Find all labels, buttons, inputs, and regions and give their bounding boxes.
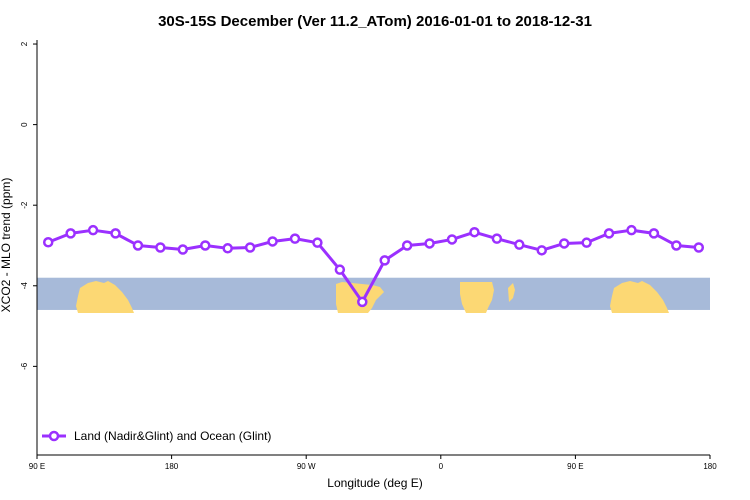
x-axis-label: Longitude (deg E) [327, 476, 422, 490]
data-point [581, 237, 592, 248]
data-point [603, 228, 615, 239]
x-tick-label: 180 [165, 462, 179, 471]
legend-marker [48, 430, 60, 442]
y-tick-label: 2 [20, 41, 29, 46]
data-point [424, 238, 435, 249]
legend-label: Land (Nadir&Glint) and Ocean (Glint) [74, 429, 271, 443]
data-point [648, 228, 660, 239]
x-tick-label: 90 E [567, 462, 583, 471]
chart-title: 30S-15S December (Ver 11.2_ATom) 2016-01… [158, 13, 592, 30]
data-point [379, 255, 390, 266]
x-tick-label: 0 [439, 462, 444, 471]
data-point [401, 240, 413, 251]
y-tick-label: -4 [20, 282, 29, 290]
data-point [132, 240, 144, 251]
data-point [446, 234, 458, 245]
land-africa [460, 282, 494, 313]
x-tick-label: 90 E [29, 462, 45, 471]
data-point [267, 236, 278, 247]
x-tick-label: 180 [703, 462, 717, 471]
data-point [289, 233, 301, 244]
land-australia-right [610, 281, 669, 313]
data-point [42, 237, 54, 248]
data-point [334, 264, 346, 275]
data-point [626, 224, 637, 236]
x-tick-label: 90 W [297, 462, 316, 471]
data-point [469, 226, 480, 238]
data-point [514, 239, 525, 250]
y-tick-label: -6 [20, 362, 29, 370]
data-point [312, 237, 323, 248]
data-point [65, 228, 76, 239]
x-ticks: 90 E 180 90 W 0 90 E 180 [29, 455, 717, 471]
data-point [357, 296, 368, 308]
data-point [177, 244, 189, 255]
data-point [222, 243, 233, 254]
data-point [536, 245, 547, 256]
data-point [155, 242, 166, 253]
legend: Land (Nadir&Glint) and Ocean (Glint) [42, 429, 271, 443]
land-madagascar [508, 283, 515, 302]
y-ticks: 2 0 -2 -4 -6 [20, 41, 37, 370]
data-point [693, 242, 705, 253]
series-layer [42, 224, 705, 308]
data-point [558, 238, 570, 249]
y-tick-label: 0 [20, 122, 29, 127]
data-point [110, 228, 121, 239]
data-point [244, 242, 256, 253]
axes [36, 40, 710, 456]
y-axis-label: XCO2 - MLO trend (ppm) [0, 178, 13, 313]
data-point [87, 224, 99, 236]
land-australia [76, 281, 134, 313]
data-point [671, 240, 682, 251]
y-tick-label: -2 [20, 201, 29, 209]
data-point [200, 240, 211, 251]
data-point [491, 233, 503, 244]
